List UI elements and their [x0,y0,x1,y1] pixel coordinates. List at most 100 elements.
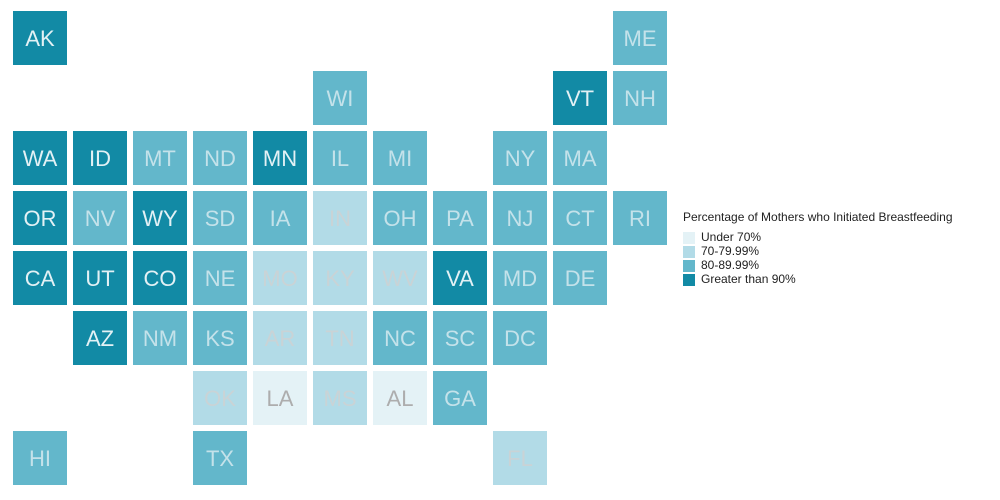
state-tile [433,371,487,425]
state-label: NH [624,86,656,111]
state-label: DC [504,326,536,351]
state-tile [313,251,367,305]
state-label: NE [205,266,236,291]
state-tile [313,71,367,125]
state-label: IA [270,206,291,231]
state-label: NC [384,326,416,351]
state-label: LA [267,386,294,411]
state-tile [613,191,667,245]
state-label: IL [331,146,349,171]
state-tile [373,191,427,245]
state-label: PA [446,206,474,231]
state-tile [253,311,307,365]
legend-swatch [683,246,695,258]
state-label: SD [205,206,236,231]
state-tile [493,251,547,305]
state-label: VA [446,266,474,291]
state-tile [313,191,367,245]
state-tile [553,251,607,305]
state-tile [373,131,427,185]
state-tile [313,131,367,185]
state-tile [313,371,367,425]
state-tile [133,131,187,185]
state-label: NY [505,146,536,171]
state-tile [253,131,307,185]
state-tile [193,251,247,305]
state-label: AL [387,386,414,411]
state-label: OK [204,386,236,411]
state-label: OH [384,206,417,231]
state-tile [193,191,247,245]
state-label: MN [263,146,297,171]
state-tile [193,131,247,185]
state-label: WA [23,146,58,171]
state-label: MA [564,146,597,171]
state-tile [253,371,307,425]
state-tile [613,11,667,65]
state-label: MT [144,146,176,171]
state-label: ND [204,146,236,171]
state-label: CT [565,206,594,231]
state-label: CA [25,266,56,291]
state-tile [13,191,67,245]
state-tile [493,431,547,485]
state-tile [13,131,67,185]
state-tile [433,191,487,245]
state-label: WI [327,86,354,111]
legend-swatch [683,232,695,244]
state-tile [13,11,67,65]
state-label: RI [629,206,651,231]
state-tile [493,191,547,245]
state-tile [73,251,127,305]
state-tile [73,311,127,365]
legend-label: 70-79.99% [701,244,759,258]
state-label: AZ [86,326,114,351]
state-label: AK [25,26,55,51]
state-label: NM [143,326,177,351]
legend-swatch [683,260,695,272]
state-label: MD [503,266,537,291]
state-label: TX [206,446,234,471]
state-label: VT [566,86,594,111]
state-tile [13,431,67,485]
state-tile [493,311,547,365]
state-label: NJ [507,206,534,231]
state-tile [193,431,247,485]
state-tile [193,371,247,425]
state-tile [73,131,127,185]
state-label: MO [262,266,297,291]
state-tile [193,311,247,365]
state-tile [553,71,607,125]
state-tile [313,311,367,365]
legend-label: Under 70% [701,230,761,244]
state-label: MS [324,386,357,411]
state-label: ME [624,26,657,51]
legend-label: Greater than 90% [701,272,796,286]
state-tile [13,251,67,305]
state-tile [553,191,607,245]
state-label: OR [24,206,57,231]
state-tile [133,191,187,245]
state-label: ID [89,146,111,171]
legend-swatch [683,274,695,286]
legend-title: Percentage of Mothers who Initiated Brea… [683,210,953,224]
state-label: GA [444,386,476,411]
state-label: NV [85,206,116,231]
state-label: HI [29,446,51,471]
state-label: KS [205,326,234,351]
state-label: WY [142,206,178,231]
state-tile [253,251,307,305]
state-label: IN [329,206,351,231]
state-label: DE [565,266,596,291]
state-tile [373,251,427,305]
state-label: FL [507,446,533,471]
state-label: KY [325,266,355,291]
state-tile [253,191,307,245]
legend-label: 80-89.99% [701,258,759,272]
state-tile [373,311,427,365]
state-label: WV [382,266,418,291]
state-tile [433,251,487,305]
state-tile [73,191,127,245]
state-label: CO [144,266,177,291]
